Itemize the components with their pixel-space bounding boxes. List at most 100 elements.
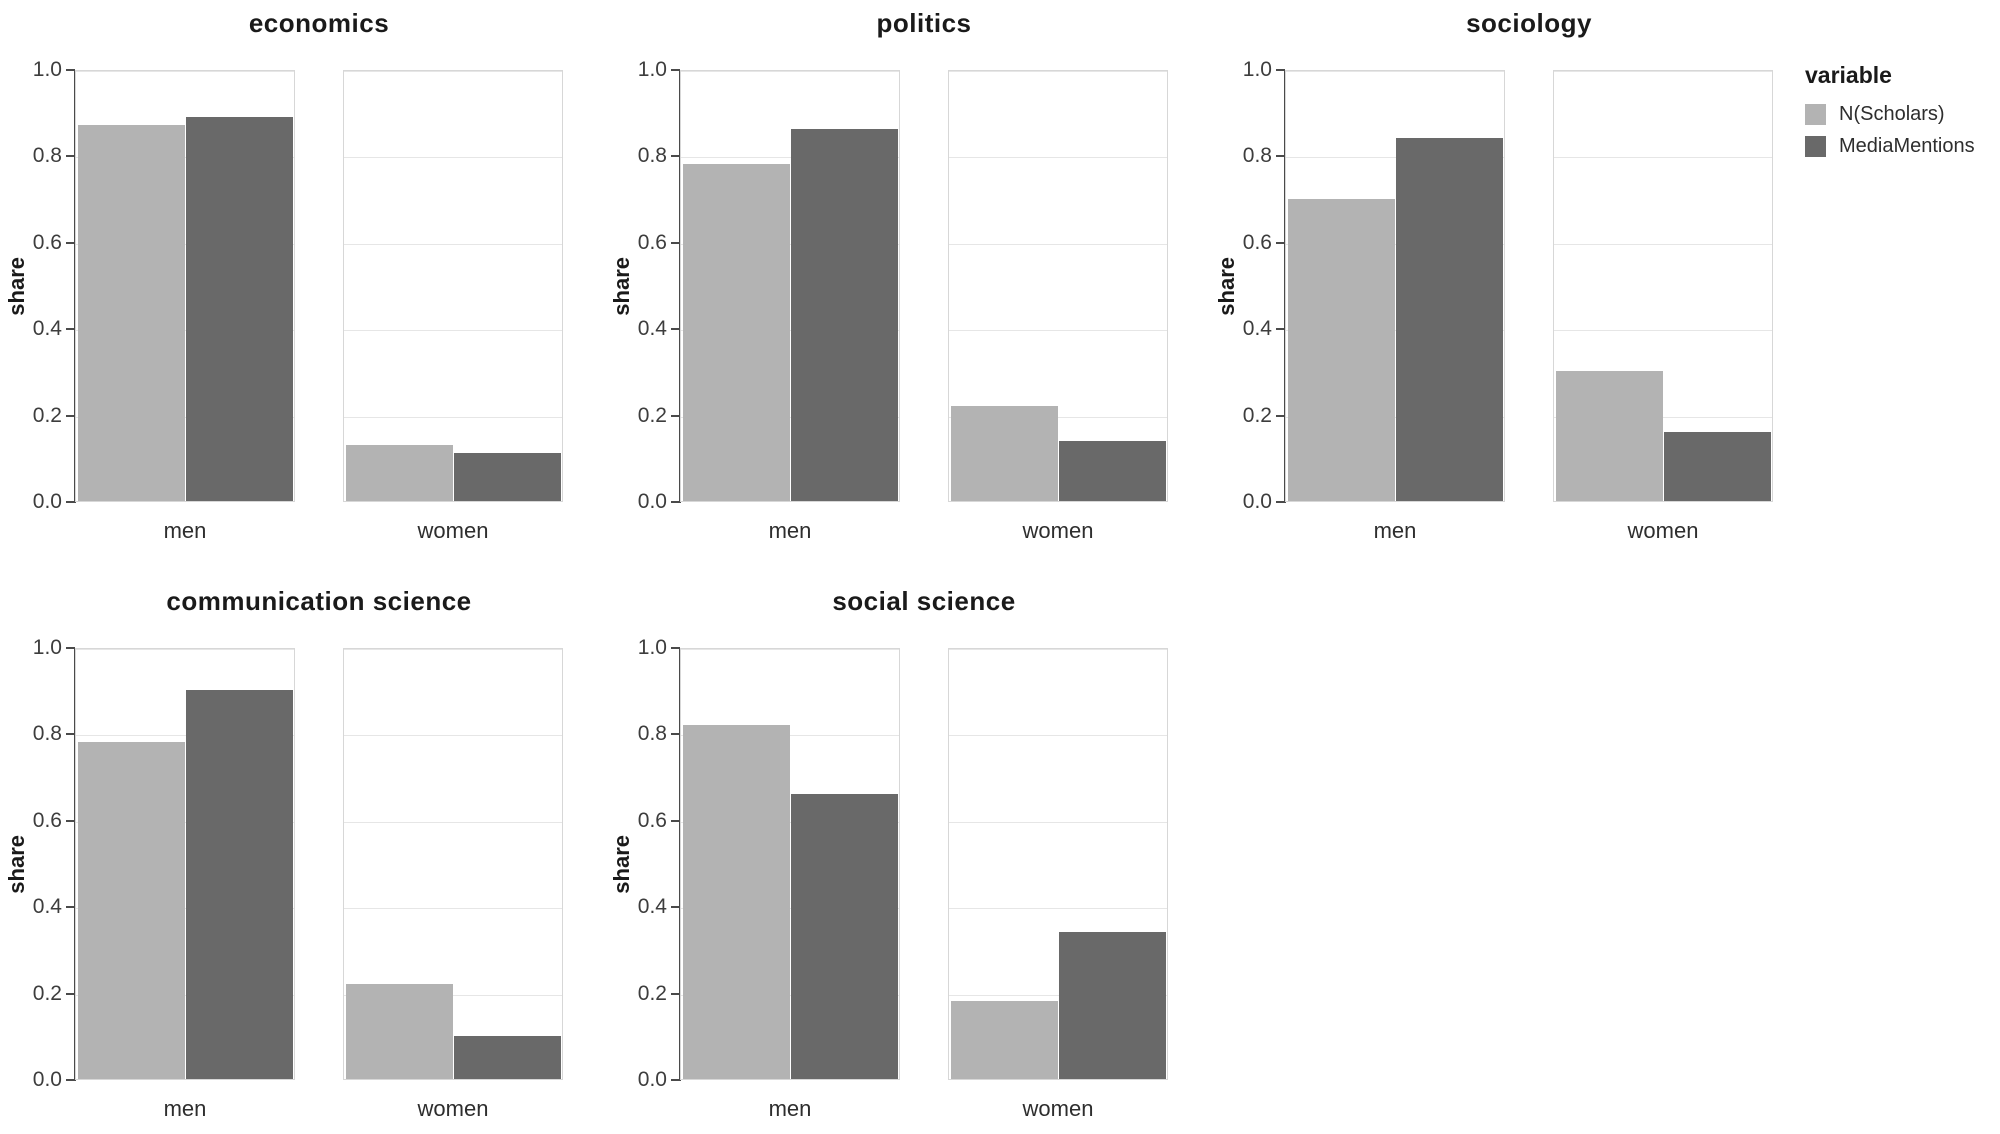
gridline <box>949 649 1167 650</box>
facet-sociology: sociology share 0.0 0.2 0.4 0.6 0.8 1.0 men women <box>1210 0 1810 566</box>
gridline <box>344 821 562 823</box>
x-tick-label-men: men <box>768 1096 812 1121</box>
legend-items: N(Scholars) MediaMentions <box>1805 103 2000 158</box>
gridline <box>76 243 294 245</box>
legend-title: variable <box>1805 62 1892 88</box>
y-axis-label: share <box>1214 256 1239 316</box>
gridline <box>1286 157 1504 159</box>
y-tick-mark <box>1276 501 1285 503</box>
gridline <box>681 994 899 996</box>
y-tick-mark <box>671 1079 680 1081</box>
y-tick-mark <box>671 155 680 158</box>
y-tick-mark <box>66 1079 75 1081</box>
y-tick-mark <box>66 328 75 331</box>
gridline <box>949 821 1167 823</box>
y-tick-label: 0.2 <box>1242 403 1272 427</box>
y-tick-label: 0.8 <box>1242 144 1272 168</box>
y-tick-label: 0.2 <box>637 403 667 427</box>
bar-n-scholars- <box>1288 198 1395 501</box>
gridline <box>1554 243 1772 245</box>
y-tick-label: 0.0 <box>637 1068 667 1091</box>
legend-item-label: N(Scholars) <box>1839 103 1945 125</box>
gridline <box>344 649 562 650</box>
bar-n-scholars- <box>683 164 790 501</box>
sub-panel-women <box>948 70 1168 502</box>
x-tick-label-men: men <box>163 1096 207 1121</box>
y-tick-label: 0.0 <box>1242 490 1272 513</box>
y-tick-mark <box>671 501 680 503</box>
y-axis-label: share <box>609 834 634 894</box>
facet-title: sociology <box>1466 8 1592 38</box>
facet-social-science: social science share 0.0 0.2 0.4 0.6 0.8 1.0 men… <box>605 578 1205 1134</box>
x-tick-label-women: women <box>1627 518 1699 543</box>
gridline <box>1554 330 1772 332</box>
bar-mediamentions <box>454 453 561 501</box>
y-tick-mark <box>671 647 680 649</box>
facet-economics: economics share 0.0 0.2 0.4 0.6 0.8 1.0 men women <box>0 0 600 566</box>
x-tick-label-women: women <box>1022 1096 1094 1121</box>
legend-swatch-n-scholars- <box>1805 104 1826 125</box>
y-tick-label: 0.4 <box>32 895 62 919</box>
sub-panel-women <box>343 70 563 502</box>
gridline <box>344 330 562 332</box>
gridline <box>1286 71 1504 72</box>
bar-mediamentions <box>1664 431 1771 501</box>
gridline <box>681 330 899 332</box>
gridline <box>681 71 899 72</box>
facet-politics: politics share 0.0 0.2 0.4 0.6 0.8 1.0 men women <box>605 0 1205 566</box>
gridline <box>1286 330 1504 332</box>
gridline <box>681 243 899 245</box>
x-tick-label-men: men <box>163 518 207 543</box>
y-axis-label-wrap: share <box>607 648 637 1080</box>
gridline <box>344 416 562 418</box>
gridline <box>76 416 294 418</box>
y-tick-mark <box>66 69 75 71</box>
gridline <box>76 157 294 159</box>
gridline <box>1554 71 1772 72</box>
y-tick-mark <box>671 819 680 822</box>
y-tick-mark <box>1276 155 1285 158</box>
x-tick-label-women: women <box>417 1096 489 1121</box>
facet-title: politics <box>876 8 972 38</box>
gridline <box>76 71 294 72</box>
bar-n-scholars- <box>346 983 453 1079</box>
bar-mediamentions <box>1396 138 1503 501</box>
y-tick-label: 1.0 <box>32 58 62 81</box>
y-axis-label: share <box>4 834 29 894</box>
gridline <box>949 908 1167 910</box>
gridline <box>681 821 899 823</box>
facet-title: social science <box>832 586 1016 616</box>
x-tick-label-men: men <box>1373 518 1417 543</box>
y-tick-label: 0.0 <box>637 490 667 513</box>
y-tick-mark <box>671 992 680 995</box>
y-tick-label: 0.6 <box>637 230 667 254</box>
gridline <box>681 157 899 159</box>
y-tick-mark <box>66 733 75 736</box>
y-tick-mark <box>1276 414 1285 417</box>
y-tick-label: 0.0 <box>32 1068 62 1091</box>
y-tick-mark <box>671 69 680 71</box>
y-tick-mark <box>1276 328 1285 331</box>
gridline <box>949 994 1167 996</box>
y-tick-mark <box>66 992 75 995</box>
y-tick-label: 0.2 <box>32 403 62 427</box>
x-tick-label-men: men <box>768 518 812 543</box>
bar-mediamentions <box>791 793 898 1079</box>
gridline <box>949 330 1167 332</box>
gridline <box>344 735 562 737</box>
bar-n-scholars- <box>346 444 453 501</box>
gridline <box>1286 416 1504 418</box>
y-tick-label: 0.4 <box>637 317 667 341</box>
y-tick-label: 0.8 <box>32 144 62 168</box>
facet-title: economics <box>248 8 390 38</box>
y-axis-label: share <box>4 256 29 316</box>
legend-item-mediamentions: MediaMentions <box>1805 135 2000 158</box>
gridline <box>76 649 294 650</box>
gridline <box>344 994 562 996</box>
sub-panel-men <box>680 648 900 1080</box>
y-axis-label-wrap: share <box>607 70 637 502</box>
sub-panel-women <box>1553 70 1773 502</box>
y-axis-label-wrap: share <box>2 648 32 1080</box>
bar-mediamentions <box>1059 932 1166 1079</box>
